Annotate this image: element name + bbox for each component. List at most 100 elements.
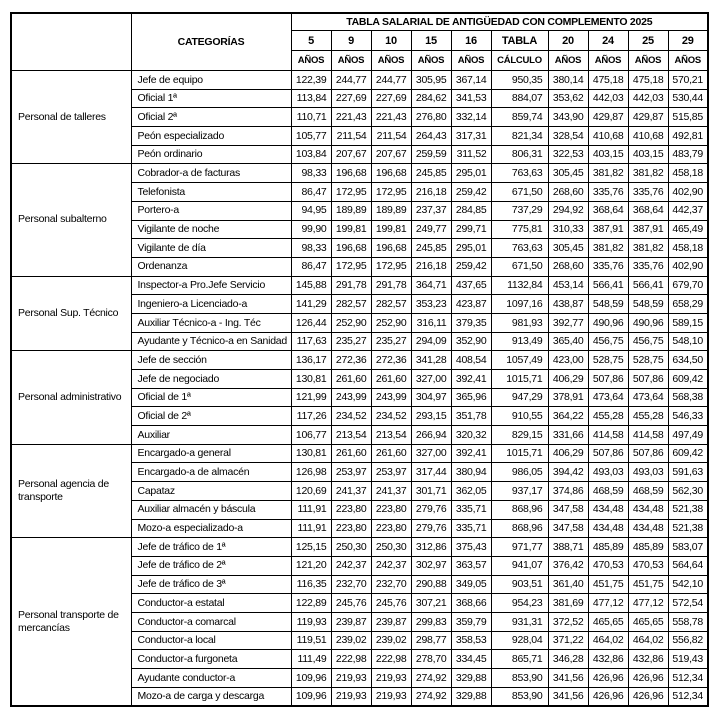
value-cell: 211,54 [370,126,412,146]
value-cell: 279,76 [410,499,452,520]
value-cell: 512,34 [667,668,709,688]
value-cell: 392,77 [547,312,589,333]
value-cell: 542,10 [667,574,709,595]
value-cell: 234,52 [330,406,372,427]
value-cell: 122,89 [290,593,332,613]
value-cell: 259,42 [450,256,492,277]
value-cell: 380,14 [547,70,589,90]
value-cell: 429,87 [587,107,629,128]
category-cell: Encargado-a de almacén [130,462,292,483]
value-cell: 497,49 [667,425,709,445]
group-cell-4: Personal agencia de transporte [10,443,132,539]
value-cell: 282,57 [330,294,372,314]
value-cell: 477,12 [627,593,669,613]
value-cell: 335,76 [587,256,629,277]
value-cell: 341,28 [410,350,452,370]
table-row: Jefe de tráfico de 3ª 116,35 232,70 232,70 2… [11,574,709,595]
category-cell: Auxiliar almacén y báscula [130,499,292,520]
value-cell: 302,97 [410,555,452,576]
value-cell: 341,53 [450,88,492,109]
value-cell: 261,60 [370,443,412,464]
value-cell: 910,55 [490,406,549,427]
column-header-bottom-3: AÑOS [410,50,452,71]
value-cell: 380,94 [450,462,492,483]
value-cell: 295,01 [450,163,492,184]
value-cell: 222,98 [370,649,412,669]
value-cell: 1015,71 [490,369,549,389]
category-cell: Oficial de 1ª [130,387,292,408]
value-cell: 235,27 [370,331,412,352]
value-cell: 232,70 [330,574,372,595]
value-cell: 293,15 [410,406,452,427]
value-cell: 392,41 [450,369,492,389]
value-cell: 126,44 [290,312,332,333]
group-cell-3: Personal administrativo [10,350,132,445]
value-cell: 947,29 [490,387,549,408]
value-cell: 434,48 [627,518,669,539]
value-cell: 252,90 [330,312,372,333]
column-header-bottom-4: AÑOS [450,50,492,71]
column-years-row: 5 9 10 15 16 TABLA 20 24 25 29 [11,30,709,51]
value-cell: 981,93 [490,312,549,333]
value-cell: 316,11 [410,312,452,333]
value-cell: 1097,16 [490,294,549,314]
table-row: Personal administrativo Jefe de sección 13… [10,350,709,445]
value-cell: 219,93 [330,686,372,707]
value-cell: 458,18 [667,163,709,184]
value-cell: 363,57 [450,555,492,576]
value-cell: 253,97 [370,462,412,483]
table-row: Oficial de 1ª 121,99 243,99 243,99 304,97 365… [11,387,709,408]
value-cell: 223,80 [370,518,412,539]
value-cell: 264,43 [410,126,452,146]
value-cell: 406,29 [547,369,589,389]
value-cell: 379,35 [450,312,492,333]
value-cell: 126,98 [290,462,332,483]
category-cell: Conductor-a comarcal [130,611,292,632]
category-cell: Vigilante de noche [130,219,292,240]
header-title-row: CATEGORÍAS TABLA SALARIAL DE ANTIGÜEDAD … [10,12,709,71]
table-row: Auxiliar almacén y báscula 111,91 223,80 22… [11,499,709,520]
value-cell: 213,54 [370,425,412,445]
column-header-top-7: 24 [587,30,629,51]
value-cell: 470,53 [627,555,669,576]
value-cell: 189,89 [330,200,372,221]
value-cell: 261,60 [370,369,412,389]
table-row: Personal transporte de mercancías Jefe de… [10,537,709,707]
value-cell: 352,90 [450,331,492,352]
value-cell: 434,48 [587,499,629,520]
value-cell: 368,64 [627,200,669,221]
value-cell: 172,95 [330,182,372,202]
value-cell: 120,69 [290,481,332,501]
value-cell: 241,37 [370,481,412,501]
value-cell: 291,78 [370,275,412,296]
value-cell: 221,43 [330,107,372,128]
value-cell: 86,47 [290,256,332,277]
column-header-bottom-5: CÁLCULO [490,50,549,71]
value-cell: 252,90 [370,312,412,333]
value-cell: 464,02 [587,630,629,651]
value-cell: 381,82 [627,238,669,258]
value-cell: 346,28 [547,649,589,669]
value-cell: 328,54 [547,126,589,146]
value-cell: 568,38 [667,387,709,408]
value-cell: 196,68 [370,238,412,258]
category-cell: Auxiliar [130,425,292,445]
value-cell: 207,67 [330,144,372,165]
table-row: Auxiliar Técnico-a - Ing. Téc 126,44 252,9… [11,312,709,333]
value-cell: 250,30 [370,537,412,557]
value-cell: 426,96 [587,668,629,688]
value-cell: 219,93 [370,686,412,707]
value-cell: 507,86 [587,369,629,389]
value-cell: 451,75 [587,574,629,595]
value-cell: 320,32 [450,425,492,445]
value-cell: 232,70 [370,574,412,595]
value-cell: 950,35 [490,70,549,90]
value-cell: 117,26 [290,406,332,427]
value-cell: 884,07 [490,88,549,109]
table-row: Mozo-a especializado-a 111,91 223,80 223,80… [11,518,709,539]
value-cell: 278,70 [410,649,452,669]
value-cell: 456,75 [627,331,669,352]
value-cell: 98,33 [290,163,332,184]
value-cell: 361,40 [547,574,589,595]
value-cell: 548,59 [627,294,669,314]
